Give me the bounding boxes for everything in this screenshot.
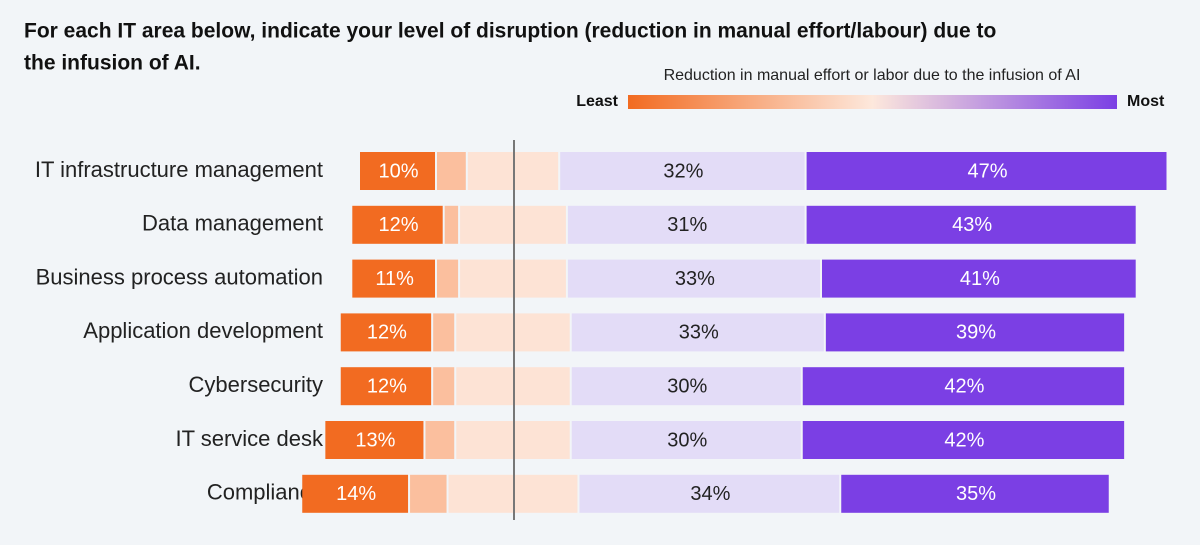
bar-segment	[340, 313, 432, 352]
bar-segment	[806, 152, 1167, 190]
bar-segment	[433, 313, 455, 352]
bar-segment	[571, 421, 801, 459]
value-label: 33%	[679, 322, 719, 344]
bar-segment	[437, 259, 459, 298]
bar-segment	[802, 367, 1125, 406]
value-label: 42%	[944, 429, 984, 451]
bar-segment	[410, 474, 447, 513]
bar-segment	[352, 205, 443, 244]
value-label: 12%	[367, 375, 407, 397]
bar-segment	[444, 205, 459, 244]
category-label: Data management	[142, 211, 323, 236]
bar-segment	[571, 313, 824, 352]
legend-high: Most	[1127, 93, 1165, 110]
bar-segment	[802, 421, 1125, 459]
bar-segment	[822, 259, 1136, 298]
legend-low: Least	[576, 93, 618, 110]
category-label: Cybersecurity	[189, 372, 323, 397]
bar-segment	[571, 367, 801, 406]
value-label: 33%	[675, 268, 715, 290]
category-label: Application development	[83, 318, 323, 343]
value-label: 12%	[367, 322, 407, 344]
value-label: 34%	[690, 483, 730, 505]
category-label: Business process automation	[36, 264, 323, 289]
bar-segment	[579, 474, 840, 513]
value-label: 13%	[355, 429, 395, 451]
value-label: 41%	[960, 268, 1000, 290]
value-label: 31%	[667, 214, 707, 236]
bar-segment	[437, 152, 466, 190]
value-label: 47%	[968, 160, 1008, 182]
value-label: 42%	[944, 375, 984, 397]
value-label: 39%	[956, 322, 996, 344]
value-label: 10%	[378, 160, 418, 182]
title-line: the infusion of AI.	[24, 52, 201, 75]
bar-segment	[567, 259, 820, 298]
bar-segment	[340, 367, 432, 406]
value-label: 11%	[375, 268, 414, 290]
legend-title: Reduction in manual effort or labor due …	[664, 67, 1081, 84]
bar-segment	[352, 259, 435, 298]
value-label: 35%	[956, 483, 996, 505]
value-label: 30%	[667, 429, 707, 451]
bar-segment	[806, 205, 1136, 244]
category-label: IT infrastructure management	[35, 157, 323, 182]
value-label: 30%	[667, 375, 707, 397]
value-label: 32%	[663, 160, 703, 182]
bar-segment	[425, 421, 455, 459]
bar-segment	[567, 205, 805, 244]
bar-segment	[325, 421, 424, 459]
value-label: 14%	[336, 483, 376, 505]
bar-segment	[360, 152, 435, 190]
bar-segment	[302, 474, 409, 513]
value-label: 12%	[378, 214, 418, 236]
bar-segment	[560, 152, 805, 190]
title-line: For each IT area below, indicate your le…	[24, 20, 996, 43]
value-label: 43%	[952, 214, 992, 236]
bar-segment	[841, 474, 1109, 513]
legend-gradient	[628, 95, 1117, 109]
bar-segment	[433, 367, 455, 406]
category-label: IT service desk	[175, 426, 324, 451]
bar-segment	[825, 313, 1125, 352]
